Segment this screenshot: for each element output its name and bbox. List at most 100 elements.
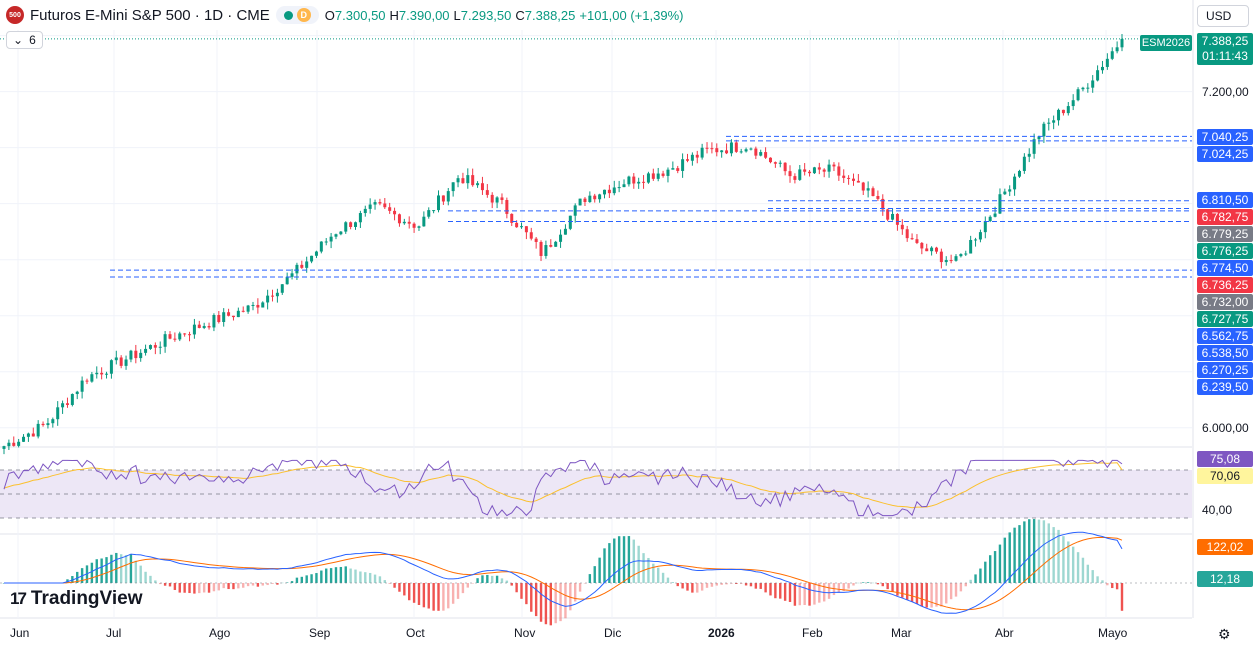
candle-body	[158, 346, 162, 348]
candle-body	[568, 215, 572, 229]
time-axis-label: Mayo	[1098, 626, 1128, 640]
candle-body	[427, 210, 431, 217]
macd-histogram-bar	[251, 583, 255, 586]
ohlc-low: L7.293,50	[453, 7, 512, 23]
candle-body	[954, 256, 958, 261]
price-axis-label: 7.200,00	[1202, 84, 1249, 99]
candle-body	[1042, 123, 1046, 137]
candle-body	[500, 197, 504, 201]
candle-body	[934, 247, 938, 252]
macd-histogram-bar	[661, 572, 665, 583]
candle-body	[1110, 51, 1114, 59]
macd-histogram-bar	[666, 577, 670, 583]
gear-icon[interactable]: ⚙	[1218, 626, 1231, 642]
rsi-ma-tag: 70,06	[1197, 468, 1253, 484]
candle-body	[925, 248, 929, 252]
candle-body	[720, 150, 724, 153]
time-axis-label: Dic	[604, 626, 622, 640]
rsi-value-tag: 75,08	[1197, 451, 1253, 467]
candle-body	[241, 310, 245, 312]
macd-histogram-bar	[642, 553, 645, 583]
macd-histogram-bar	[798, 583, 801, 606]
currency-selector[interactable]: USD	[1197, 5, 1249, 27]
candle-body	[983, 221, 987, 233]
macd-histogram-bar	[803, 583, 806, 606]
macd-histogram-bar	[471, 583, 474, 584]
candle-body	[124, 359, 128, 366]
candle-body	[715, 148, 719, 153]
macd-histogram-bar	[998, 544, 1002, 583]
macd-histogram-bar	[124, 555, 128, 583]
candle-body	[446, 191, 450, 202]
candle-body	[358, 213, 362, 223]
time-axis-label: Mar	[891, 626, 912, 640]
candle-body	[227, 312, 231, 316]
tradingview-logo[interactable]: 17 TradingView	[10, 588, 143, 610]
macd-histogram-bar	[1091, 570, 1094, 583]
market-open-dot-icon	[283, 10, 293, 20]
candle-body	[285, 276, 289, 285]
macd-histogram-bar	[676, 583, 679, 587]
candle-body	[876, 196, 880, 199]
candle-body	[729, 142, 733, 154]
macd-histogram-bar	[915, 583, 919, 604]
macd-histogram-bar	[1076, 552, 1080, 583]
candle-body	[2, 446, 6, 449]
candle-body	[529, 232, 533, 239]
candle-body	[280, 284, 284, 293]
candle-body	[578, 198, 582, 206]
candle-body	[749, 148, 753, 150]
candle-body	[310, 255, 314, 262]
candle-body	[119, 357, 123, 366]
symbol-title[interactable]: Futuros E-Mini S&P 500 · 1D · CME	[30, 6, 270, 24]
candle-body	[144, 348, 148, 353]
candle-body	[959, 254, 963, 257]
macd-histogram-bar	[378, 576, 382, 583]
candle-body	[666, 169, 670, 176]
macd-histogram-bar	[447, 583, 450, 609]
candle-body	[22, 436, 26, 442]
macd-histogram-bar	[515, 583, 518, 593]
candle-body	[432, 210, 436, 212]
candle-body	[812, 167, 816, 174]
macd-histogram-bar	[935, 583, 938, 607]
macd-histogram-bar	[1013, 527, 1016, 583]
candle-body	[554, 241, 558, 247]
macd-histogram-bar	[1057, 529, 1060, 583]
market-status[interactable]: D	[275, 6, 319, 24]
candle-body	[378, 202, 382, 204]
macd-histogram-bar	[603, 548, 606, 583]
candle-body	[817, 167, 821, 170]
macd-histogram-bar	[339, 566, 343, 583]
indicators-collapse-button[interactable]: ⌄ 6	[6, 31, 43, 49]
candle-body	[978, 232, 982, 240]
macd-histogram-bar	[564, 583, 567, 619]
candle-body	[754, 148, 758, 156]
macd-histogram-bar	[486, 574, 489, 583]
macd-histogram-bar	[735, 583, 738, 584]
macd-histogram-bar	[1101, 580, 1104, 583]
macd-histogram-bar	[193, 583, 196, 594]
macd-histogram-bar	[1086, 564, 1090, 583]
price-level-tag: 6.562,75	[1197, 328, 1253, 344]
candle-body	[969, 239, 973, 254]
candle-body	[266, 295, 270, 303]
macd-histogram-bar	[657, 567, 660, 583]
macd-histogram-bar	[183, 583, 186, 593]
rsi-ma-line	[3, 462, 1123, 509]
macd-histogram-bar	[227, 583, 230, 590]
candle-body	[183, 333, 187, 335]
candle-body	[637, 181, 641, 184]
candle-body	[1061, 109, 1065, 114]
macd-histogram-bar	[769, 583, 772, 596]
macd-histogram-bar	[349, 568, 352, 583]
ohlc-close: C7.388,25	[515, 7, 576, 23]
candle-body	[588, 195, 592, 203]
macd-histogram-bar	[705, 583, 709, 588]
macd-histogram-bar	[544, 583, 548, 625]
macd-histogram-bar	[930, 583, 933, 608]
candle-body	[344, 222, 348, 232]
candle-body	[573, 205, 577, 216]
candle-body	[832, 164, 836, 167]
